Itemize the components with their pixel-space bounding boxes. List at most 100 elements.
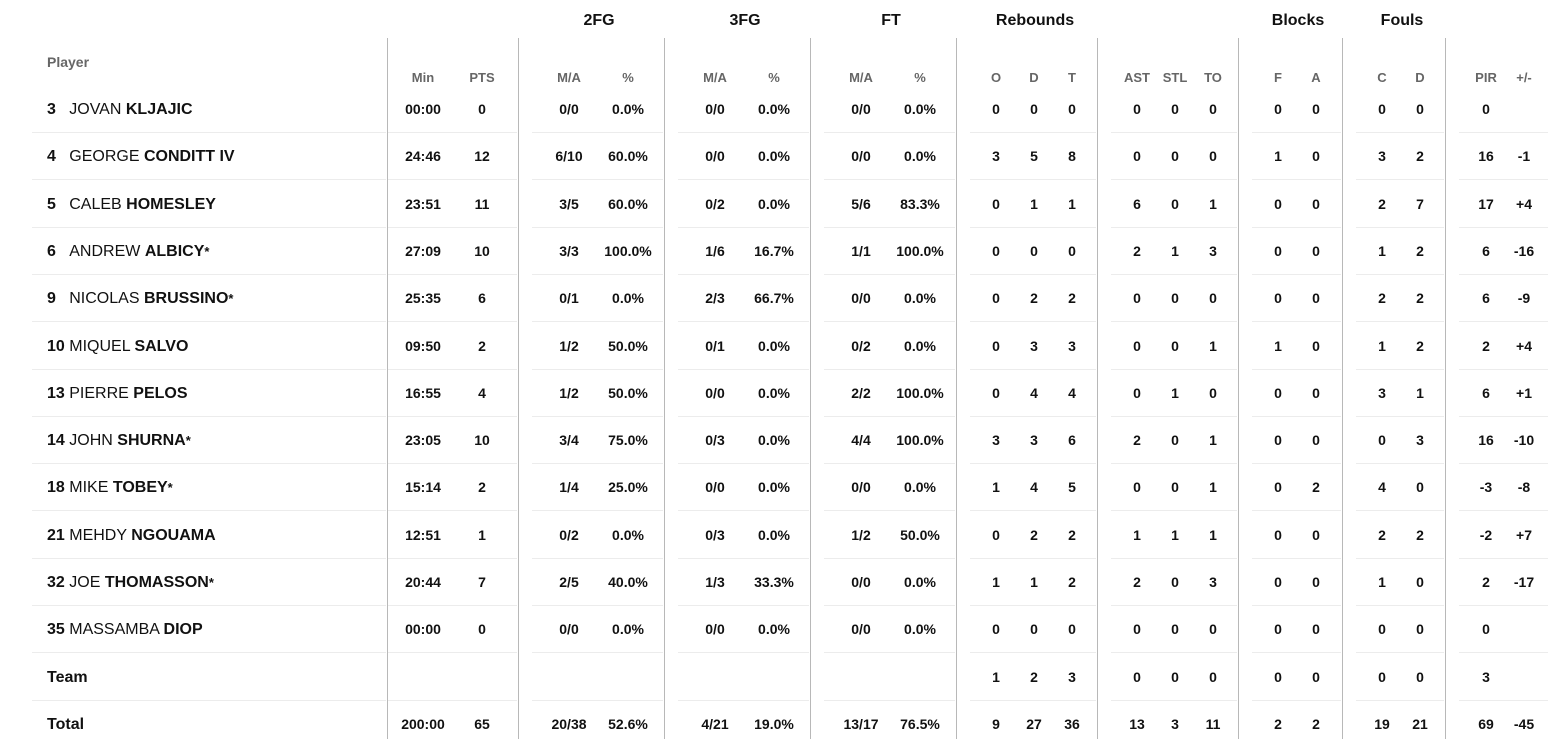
stat-ast: 0: [1133, 148, 1141, 164]
stat-ba: 0: [1312, 527, 1320, 543]
player-name-link[interactable]: 4 GEORGE CONDITT IV: [47, 133, 235, 180]
row-divider: [678, 700, 809, 701]
row-divider: [678, 463, 809, 464]
stat-fg2-ma: 0/2: [559, 527, 579, 543]
stat-pir: 3: [1482, 669, 1490, 685]
group-header-3fg: 3FG: [729, 12, 761, 29]
row-divider: [678, 274, 809, 275]
player-row: 6 ANDREW ALBICY* 27:09 10 3/3 100.0% 1/6 16.7%…: [0, 228, 1563, 275]
jersey-number: 9: [47, 290, 56, 307]
last-name: PELOS: [133, 385, 188, 402]
stat-fc: 2: [1378, 527, 1386, 543]
stat-fg2-pct: 50.0%: [608, 385, 648, 401]
stat-fg3-ma: 0/3: [705, 432, 725, 448]
stat-t: 2: [1068, 574, 1076, 590]
stat-pir: 2: [1482, 338, 1490, 354]
stat-fg3-pct: 0.0%: [758, 148, 790, 164]
stat-ast: 2: [1133, 574, 1141, 590]
row-divider: [678, 369, 809, 370]
row-divider: [970, 652, 1096, 653]
stat-t: 4: [1068, 385, 1076, 401]
stat-fg2-pct: 50.0%: [608, 338, 648, 354]
row-divider: [388, 321, 517, 322]
stat-min: 200:00: [401, 716, 445, 732]
row-divider: [970, 179, 1096, 180]
player-name-link[interactable]: 18 MIKE TOBEY*: [47, 464, 173, 511]
stat-o: 0: [992, 101, 1000, 117]
stat-fc: 0: [1378, 669, 1386, 685]
player-name-link[interactable]: 9 NICOLAS BRUSSINO*: [47, 275, 233, 322]
stat-min: 00:00: [405, 621, 441, 637]
stat-t: 8: [1068, 148, 1076, 164]
row-divider: [32, 369, 386, 370]
player-name-link[interactable]: 5 CALEB HOMESLEY: [47, 181, 216, 228]
stat-ft-pct: 0.0%: [904, 290, 936, 306]
stat-t: 0: [1068, 243, 1076, 259]
row-divider: [824, 274, 955, 275]
stat-stl: 0: [1171, 338, 1179, 354]
player-name-link[interactable]: 32 JOE THOMASSON*: [47, 559, 214, 606]
player-name-link[interactable]: 35 MASSAMBA DIOP: [47, 606, 203, 653]
stat-d: 5: [1030, 148, 1038, 164]
row-divider: [1459, 463, 1548, 464]
stat-stl: 1: [1171, 385, 1179, 401]
last-name: THOMASSON: [104, 574, 209, 591]
column-divider: [387, 38, 388, 739]
row-divider: [388, 369, 517, 370]
first-name: MIQUEL: [69, 338, 130, 355]
stat-fg2-pct: 52.6%: [608, 716, 648, 732]
stat-pts: 0: [478, 621, 486, 637]
stat-pir: 17: [1478, 196, 1494, 212]
column-header-ft-pct: %: [914, 70, 926, 85]
row-divider: [970, 369, 1096, 370]
stat-to: 1: [1209, 527, 1217, 543]
jersey-number: 21: [47, 527, 65, 544]
stat-fc: 3: [1378, 148, 1386, 164]
row-divider: [1459, 369, 1548, 370]
stat-fd: 1: [1416, 385, 1424, 401]
stat-ast: 2: [1133, 432, 1141, 448]
row-divider: [1356, 321, 1444, 322]
row-divider: [388, 652, 517, 653]
stat-pm: -10: [1513, 432, 1535, 448]
row-divider: [1252, 463, 1341, 464]
stat-ft-pct: 0.0%: [904, 479, 936, 495]
jersey-number: 18: [47, 479, 65, 496]
player-row: 18 MIKE TOBEY* 15:14 2 1/4 25.0% 0/0 0.0% 0/0 0.…: [0, 464, 1563, 511]
row-divider: [678, 416, 809, 417]
stat-o: 0: [992, 290, 1000, 306]
stat-fg2-ma: 0/1: [559, 290, 579, 306]
row-divider: [678, 132, 809, 133]
stat-fd: 0: [1416, 574, 1424, 590]
stat-fg2-pct: 60.0%: [608, 196, 648, 212]
column-divider: [518, 38, 519, 739]
stat-o: 0: [992, 527, 1000, 543]
stat-bf: 0: [1274, 196, 1282, 212]
player-name-link[interactable]: 13 PIERRE PELOS: [47, 370, 188, 417]
stat-fg2-ma: 3/3: [559, 243, 579, 259]
player-name-link[interactable]: 3 JOVAN KLJAJIC: [47, 86, 193, 133]
group-header-rebounds: Rebounds: [995, 12, 1075, 29]
stat-fg3-ma: 0/0: [705, 148, 725, 164]
column-divider: [1238, 38, 1239, 739]
player-name-link[interactable]: 10 MIQUEL SALVO: [47, 323, 188, 370]
row-divider: [32, 652, 386, 653]
player-name-link[interactable]: 14 JOHN SHURNA*: [47, 417, 191, 464]
column-header-reb-t: T: [1068, 70, 1076, 85]
stat-fd: 0: [1416, 669, 1424, 685]
row-divider: [970, 463, 1096, 464]
row-divider: [824, 652, 955, 653]
stat-to: 0: [1209, 290, 1217, 306]
last-name: SALVO: [134, 338, 189, 355]
column-header-2fg-pct: %: [622, 70, 634, 85]
player-name-link[interactable]: 21 MEHDY NGOUAMA: [47, 512, 216, 559]
column-header-pts: PTS: [469, 70, 495, 85]
row-divider: [970, 510, 1096, 511]
stat-fg3-pct: 0.0%: [758, 527, 790, 543]
stat-d: 3: [1030, 338, 1038, 354]
row-divider: [532, 274, 663, 275]
stat-pts: 12: [474, 148, 490, 164]
stat-o: 3: [992, 148, 1000, 164]
stat-fg2-pct: 0.0%: [612, 527, 644, 543]
player-name-link[interactable]: 6 ANDREW ALBICY*: [47, 228, 209, 275]
